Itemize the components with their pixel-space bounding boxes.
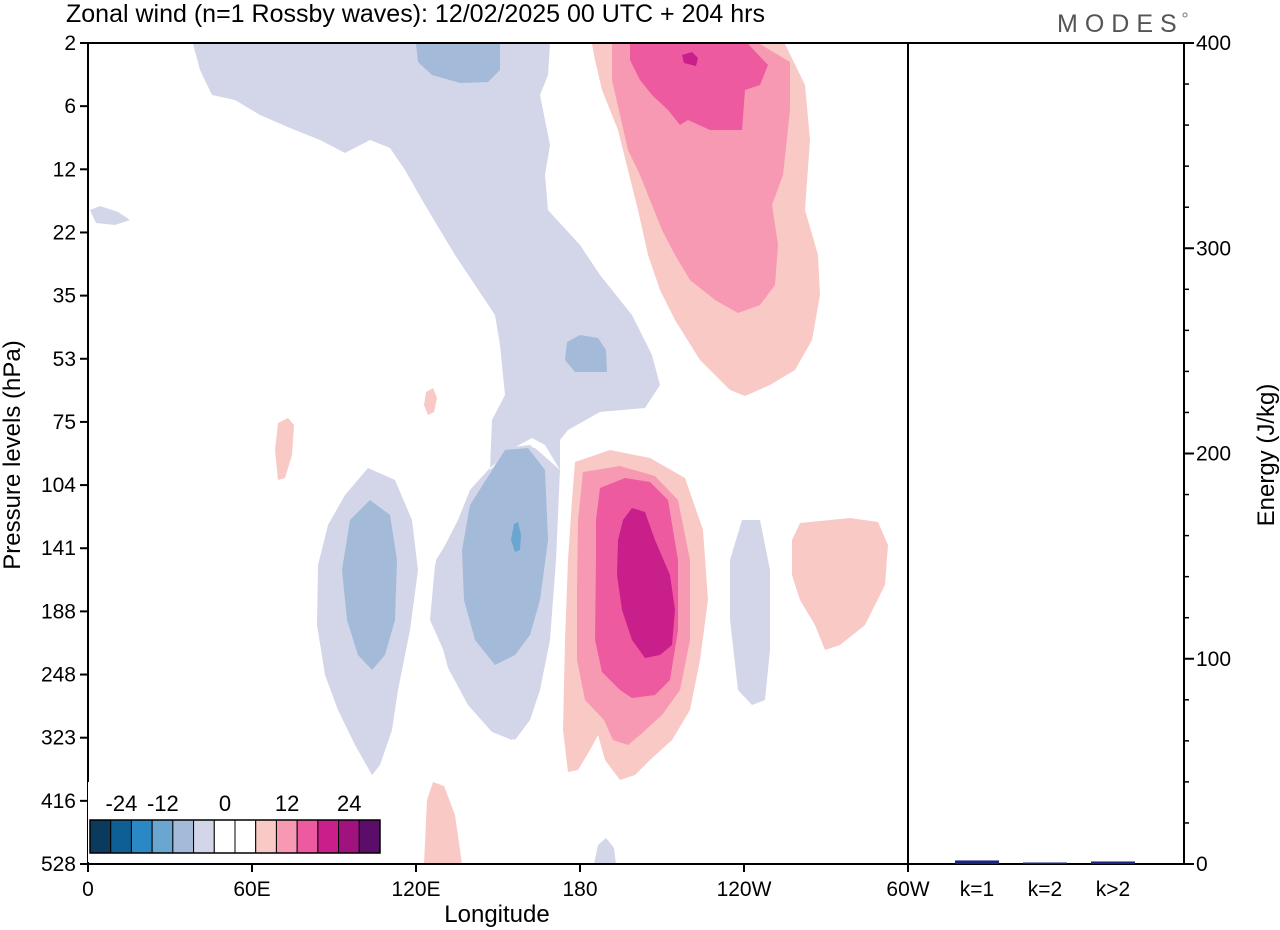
y-axis-pressure: 2 6 12 22 35 53 75 104 141 188 248 323 416 528 <box>41 32 88 876</box>
contour-pos3-upper <box>630 44 768 130</box>
contour-field <box>90 44 888 864</box>
y-tick-label: 2 <box>64 32 76 55</box>
x-tick-label: 60E <box>233 878 270 901</box>
y-axis-energy: 0 100 200 300 400 <box>1184 32 1231 876</box>
legend-swatch <box>255 819 277 854</box>
legend-swatch <box>296 819 319 854</box>
x-tick-label: 0 <box>82 878 94 901</box>
x-axis-longitude: 0 60E 120E 180 120W 60W <box>82 864 930 901</box>
y-tick-label: 248 <box>41 664 76 687</box>
contour-pos4-top <box>682 52 698 66</box>
contour-neg2-small <box>565 335 607 372</box>
energy-category-label: k>2 <box>1096 878 1130 901</box>
y-tick-label: 416 <box>41 790 76 813</box>
contour-neg2-top <box>416 44 500 83</box>
energy-tick-label: 100 <box>1196 648 1231 671</box>
legend-swatch <box>338 819 360 854</box>
y-tick-label: 35 <box>53 285 76 308</box>
legend-label: 24 <box>337 791 361 816</box>
energy-tick-label: 400 <box>1196 32 1231 55</box>
energy-tick-label: 200 <box>1196 443 1231 466</box>
contour-pos2-upper <box>612 44 790 313</box>
y-axis-label: Pressure levels (hPa) <box>0 340 26 569</box>
y-tick-label: 528 <box>41 853 76 876</box>
contour-pos1-tiny <box>424 388 437 415</box>
legend-swatch <box>317 819 340 854</box>
y-tick-label: 12 <box>53 158 76 181</box>
y-tick-label: 22 <box>53 221 76 244</box>
contour-pos1-bottom <box>424 782 462 864</box>
legend-swatch <box>234 819 257 854</box>
legend-swatch <box>358 819 381 854</box>
legend-swatch <box>172 819 195 854</box>
energy-tick-label: 300 <box>1196 237 1231 260</box>
contour-pos1-east <box>792 518 888 650</box>
x-tick-label: 60W <box>886 878 929 901</box>
contour-pos1-west-blob <box>275 418 294 480</box>
energy-bar <box>1091 861 1135 864</box>
legend-swatch <box>130 819 153 854</box>
legend-swatch <box>275 819 298 854</box>
y-tick-label: 6 <box>64 95 76 118</box>
y-tick-label: 188 <box>41 600 76 623</box>
legend-label: 0 <box>219 791 231 816</box>
brand-mark-icon <box>1182 12 1188 18</box>
legend-swatch <box>213 819 236 854</box>
energy-category-label: k=2 <box>1028 878 1062 901</box>
y-tick-label: 141 <box>41 537 76 560</box>
contour-neg-small-topleft <box>90 206 130 225</box>
x-tick-label: 180 <box>562 878 597 901</box>
legend-swatch <box>110 819 132 854</box>
energy-bar <box>1023 862 1067 864</box>
contour-neg2-mid <box>462 448 548 665</box>
contour-pos4-lower <box>617 508 675 658</box>
legend-label: 12 <box>275 791 299 816</box>
contour-neg-east <box>730 520 770 705</box>
legend-label: -24 <box>106 791 138 816</box>
y-tick-label: 75 <box>53 411 76 434</box>
energy-bar <box>955 860 999 864</box>
energy-category-label: k=1 <box>960 878 994 901</box>
legend-label: -12 <box>147 791 179 816</box>
energy-bars: k=1 k=2 k>2 <box>955 860 1135 901</box>
y-tick-label: 323 <box>41 727 76 750</box>
legend-swatch <box>151 819 174 854</box>
x-tick-label: 120W <box>717 878 772 901</box>
chart-title: Zonal wind (n=1 Rossby waves): 12/02/202… <box>66 0 765 28</box>
energy-axis-label: Energy (J/kg) <box>1253 384 1280 527</box>
colorbar-legend: -24 -12 0 12 24 <box>88 782 384 862</box>
y-tick-label: 53 <box>53 348 76 371</box>
x-axis-label: Longitude <box>444 901 549 928</box>
legend-swatch <box>193 819 215 854</box>
legend-swatch <box>89 819 112 854</box>
brand-logo-text: MODES <box>1057 10 1184 38</box>
contour-neg3-core <box>511 522 521 552</box>
energy-tick-label: 0 <box>1196 853 1208 876</box>
contour-neg-bottom <box>594 838 616 864</box>
x-tick-label: 120E <box>391 878 440 901</box>
legend-frame <box>89 819 381 854</box>
contour-neg2-west <box>342 500 397 670</box>
y-tick-label: 104 <box>41 474 76 497</box>
